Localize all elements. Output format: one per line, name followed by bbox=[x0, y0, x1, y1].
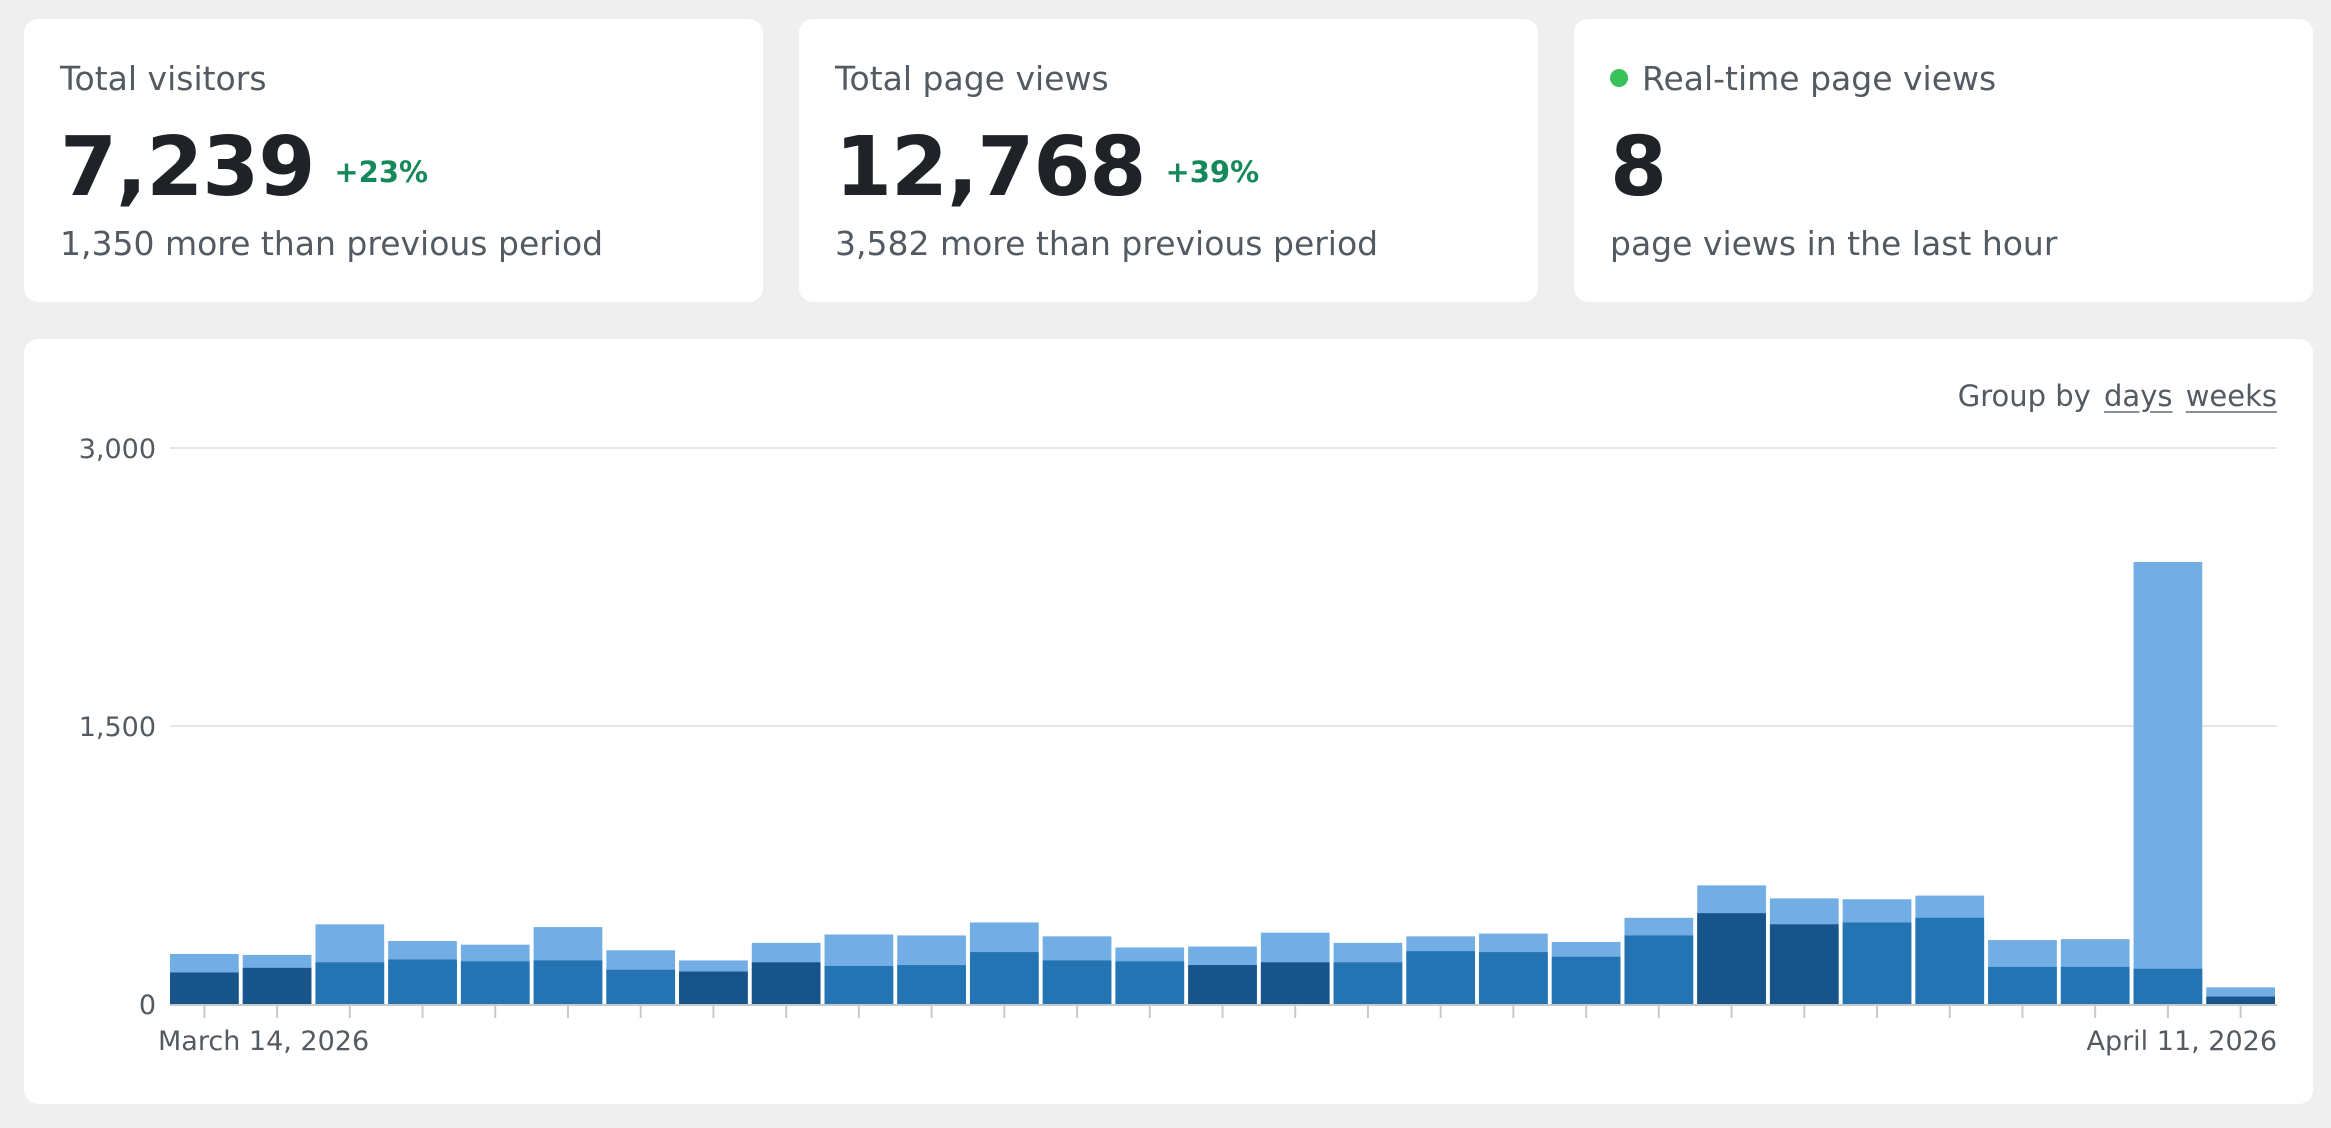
live-indicator-icon bbox=[1610, 68, 1628, 87]
y-tick-label: 1,500 bbox=[79, 712, 156, 743]
y-tick-label: 3,000 bbox=[79, 434, 156, 465]
visitors-bar bbox=[1624, 935, 1694, 1004]
visitors-bar bbox=[1915, 917, 1985, 1004]
visitors-bar bbox=[1842, 922, 1912, 1004]
total-visitors-label: Total visitors bbox=[60, 59, 267, 98]
visitors-bar bbox=[824, 966, 894, 1004]
y-tick-label: 0 bbox=[139, 990, 156, 1021]
total-page-views-comparison: 3,582 more than previous period bbox=[835, 224, 1379, 263]
total-page-views-row: 12,768 +39% bbox=[835, 117, 1259, 217]
total-visitors-change-badge: +23% bbox=[334, 155, 429, 189]
total-visitors-row: 7,239 +23% bbox=[60, 117, 428, 217]
realtime-page-views-row: 8 bbox=[1610, 117, 1667, 217]
visitors-bar bbox=[897, 965, 966, 1004]
visitors-bar bbox=[1260, 962, 1330, 1004]
visitors-bar bbox=[460, 961, 530, 1004]
x-tick-label-start: March 14, 2026 bbox=[158, 1026, 369, 1057]
traffic-chart: 0 1,500 3,000 March 14, 2026 April 11, 2026 bbox=[79, 434, 2277, 1057]
total-visitors-value: 7,239 bbox=[60, 119, 315, 215]
visitors-bar bbox=[1551, 956, 1621, 1004]
total-page-views-value: 12,768 bbox=[835, 119, 1146, 215]
total-visitors-card: Total visitors 7,239 +23% 1,350 more tha… bbox=[24, 19, 763, 302]
visitors-bar bbox=[1479, 952, 1548, 1004]
traffic-chart-card: 0 1,500 3,000 March 14, 2026 April 11, 2026 … bbox=[24, 339, 2313, 1104]
total-visitors-comparison: 1,350 more than previous period bbox=[60, 224, 604, 263]
visitors-bar bbox=[533, 960, 603, 1004]
visitors-bar bbox=[1042, 960, 1112, 1004]
visitors-bar bbox=[315, 962, 385, 1004]
visitors-bar bbox=[679, 971, 748, 1004]
total-page-views-label: Total page views bbox=[835, 59, 1109, 98]
group-by-label: Group by bbox=[1957, 379, 2091, 413]
page-views-bar bbox=[2133, 561, 2203, 1004]
visitors-bar bbox=[1406, 951, 1476, 1004]
x-tick-label-end: April 11, 2026 bbox=[2086, 1026, 2277, 1057]
group-by-weeks-link[interactable]: weeks bbox=[2185, 379, 2277, 413]
visitors-bar bbox=[242, 967, 312, 1004]
total-page-views-card: Total page views 12,768 +39% 3,582 more … bbox=[799, 19, 1538, 302]
group-by-control: Group by days weeks bbox=[1958, 379, 2277, 413]
visitors-bar bbox=[170, 972, 239, 1004]
visitors-bar bbox=[1697, 913, 1766, 1004]
realtime-page-views-value: 8 bbox=[1610, 119, 1667, 215]
realtime-page-views-card: Real-time page views 8 page views in the… bbox=[1574, 19, 2313, 302]
visitors-bar bbox=[606, 969, 676, 1004]
realtime-page-views-label: Real-time page views bbox=[1642, 59, 1997, 98]
realtime-page-views-caption: page views in the last hour bbox=[1610, 224, 2058, 263]
visitors-bar bbox=[969, 952, 1039, 1004]
visitors-bar bbox=[2206, 996, 2275, 1004]
visitors-bar bbox=[2133, 968, 2203, 1004]
visitors-bar bbox=[1333, 962, 1403, 1004]
visitors-bar bbox=[2060, 966, 2130, 1004]
visitors-bar bbox=[1115, 961, 1185, 1004]
realtime-page-views-label-row: Real-time page views bbox=[1610, 59, 1996, 98]
visitors-bar bbox=[751, 962, 821, 1004]
visitors-bar bbox=[1988, 966, 2057, 1004]
group-by-days-link[interactable]: days bbox=[2104, 379, 2173, 413]
total-page-views-change-badge: +39% bbox=[1165, 155, 1260, 189]
visitors-bar bbox=[1769, 924, 1839, 1004]
visitors-bar bbox=[388, 959, 457, 1004]
visitors-bar bbox=[1188, 965, 1257, 1004]
